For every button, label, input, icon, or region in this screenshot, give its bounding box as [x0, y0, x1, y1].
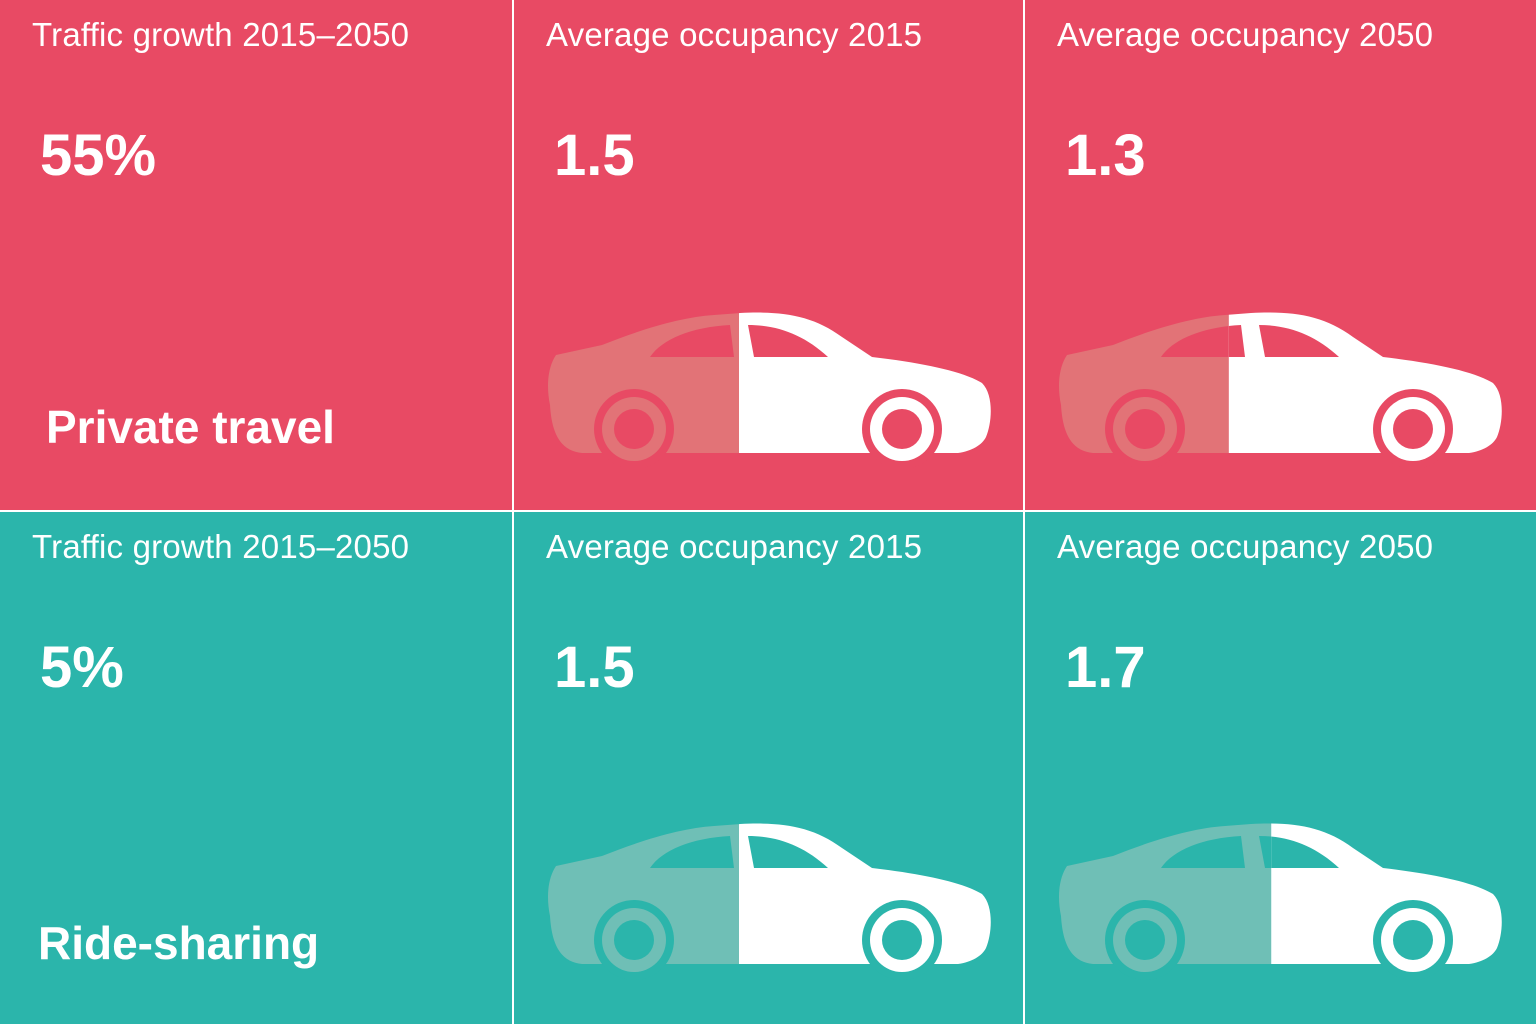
private-category-title: Private travel	[46, 401, 335, 453]
car-icon	[1059, 823, 1502, 980]
ride-category-title: Ride-sharing	[38, 917, 320, 969]
private-occupancy-2015-label: Average occupancy 2015	[546, 16, 923, 53]
car-faded-part	[1059, 823, 1272, 980]
private-growth-value: 55%	[40, 123, 157, 188]
ride-occupancy-2015-value: 1.5	[554, 635, 635, 700]
car-faded-part	[548, 313, 739, 469]
private-occupancy-2050-label: Average occupancy 2050	[1057, 16, 1434, 53]
ride-occupancy-2015-label: Average occupancy 2015	[546, 528, 923, 565]
private-growth-label: Traffic growth 2015–2050	[32, 16, 410, 53]
car-icon	[548, 823, 991, 980]
private-occupancy-2015-panel: Average occupancy 2015 1.5	[514, 0, 1023, 510]
private-occupancy-2050-panel: Average occupancy 2050 1.3	[1025, 0, 1536, 510]
car-icon	[1059, 312, 1502, 469]
private-occupancy-2050-value: 1.3	[1065, 123, 1146, 188]
car-solid-part	[739, 823, 991, 980]
ride-occupancy-2050-value: 1.7	[1065, 635, 1146, 700]
ride-occupancy-2050-panel: Average occupancy 2050 1.7	[1025, 512, 1536, 1024]
car-solid-part	[1228, 312, 1502, 469]
ride-growth-label: Traffic growth 2015–2050	[32, 528, 410, 565]
car-solid-part	[739, 312, 991, 469]
private-growth-panel: Traffic growth 2015–2050 55% Private tra…	[0, 0, 512, 510]
private-occupancy-2015-value: 1.5	[554, 123, 635, 188]
ride-occupancy-2015-panel: Average occupancy 2015 1.5	[514, 512, 1023, 1024]
ride-growth-value: 5%	[40, 635, 124, 700]
car-faded-part	[1059, 314, 1229, 469]
car-solid-part	[1271, 823, 1502, 980]
ride-occupancy-2050-label: Average occupancy 2050	[1057, 528, 1434, 565]
ride-growth-panel: Traffic growth 2015–2050 5% Ride-sharing	[0, 512, 512, 1024]
car-faded-part	[548, 824, 739, 980]
car-icon	[548, 312, 991, 469]
